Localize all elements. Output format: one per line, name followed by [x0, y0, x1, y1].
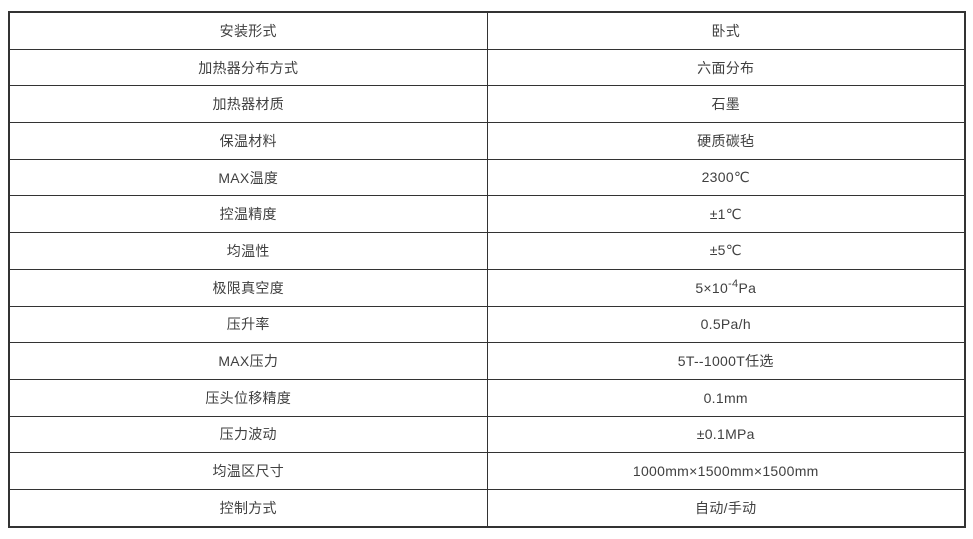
spec-label: 压力波动 [219, 426, 277, 443]
spec-value: 1000mm×1500mm×1500mm [632, 463, 819, 480]
spec-label-cell: 控制方式 [8, 488, 488, 528]
spec-value-cell: 0.1mm [486, 378, 966, 417]
spec-label: 安装形式 [219, 22, 277, 39]
table-row: 控温精度 ±1℃ [8, 195, 966, 234]
table-row: MAX压力 5T--1000T任选 [8, 342, 966, 380]
table-row: 压力波动 ±0.1MPa [8, 415, 966, 454]
spec-label-cell: 控温精度 [8, 195, 488, 234]
spec-value-cell: 石墨 [486, 85, 966, 124]
spec-label-cell: 压头位移精度 [8, 378, 488, 417]
spec-label: 保温材料 [219, 132, 277, 149]
spec-label: 加热器材质 [212, 96, 284, 113]
table-row: 均温区尺寸 1000mm×1500mm×1500mm [8, 452, 966, 490]
spec-label-cell: 均温性 [8, 232, 488, 270]
spec-value: 2300℃ [701, 169, 750, 186]
table-row: 极限真空度 5×10-4Pa [8, 268, 966, 307]
spec-value-cell: 5×10-4Pa [486, 268, 966, 307]
spec-value: ±0.1MPa [696, 426, 755, 443]
table-row: 加热器材质 石墨 [8, 85, 966, 124]
spec-value-cell: ±5℃ [486, 232, 966, 270]
spec-label-cell: 均温区尺寸 [8, 452, 488, 490]
spec-value: 卧式 [711, 22, 741, 39]
spec-value: 5×10-4Pa [695, 277, 757, 297]
spec-label-cell: MAX温度 [8, 158, 488, 197]
table-row: 压头位移精度 0.1mm [8, 378, 966, 417]
spec-label: 压头位移精度 [205, 389, 292, 406]
spec-value-cell: ±0.1MPa [486, 415, 966, 454]
spec-label-cell: 压升率 [8, 305, 488, 344]
value-unit: Pa [738, 280, 757, 297]
table-row: 控制方式 自动/手动 [8, 488, 966, 528]
spec-value-cell: 5T--1000T任选 [486, 342, 966, 380]
spec-value-cell: 1000mm×1500mm×1500mm [486, 452, 966, 490]
table-row: 安装形式 卧式 [8, 11, 966, 50]
spec-value: 石墨 [711, 96, 741, 113]
spec-value: 硬质碳毡 [697, 132, 755, 149]
spec-value: ±5℃ [709, 242, 742, 259]
spec-label: 极限真空度 [212, 279, 284, 296]
spec-label: 加热器分布方式 [198, 59, 299, 76]
superscript-exponent: -4 [728, 277, 739, 290]
spec-value-cell: 自动/手动 [486, 488, 966, 528]
spec-value: 六面分布 [697, 59, 755, 76]
spec-value-cell: 硬质碳毡 [486, 122, 966, 160]
table-row: 加热器分布方式 六面分布 [8, 48, 966, 87]
spec-value: 自动/手动 [695, 499, 757, 516]
spec-value-cell: 卧式 [486, 11, 966, 50]
spec-label-cell: 极限真空度 [8, 268, 488, 307]
spec-label: 控制方式 [219, 499, 277, 516]
spec-label-cell: MAX压力 [8, 342, 488, 380]
table-row: 均温性 ±5℃ [8, 232, 966, 270]
spec-label-cell: 加热器材质 [8, 85, 488, 124]
spec-value-cell: ±1℃ [486, 195, 966, 234]
value-base: 5×10 [695, 280, 729, 297]
spec-value-cell: 0.5Pa/h [486, 305, 966, 344]
spec-label: MAX压力 [218, 353, 279, 370]
table-row: 保温材料 硬质碳毡 [8, 122, 966, 160]
spec-label: 均温区尺寸 [212, 463, 284, 480]
spec-value: 5T--1000T任选 [677, 353, 774, 370]
spec-value: 0.5Pa/h [700, 316, 751, 333]
spec-value: ±1℃ [709, 205, 742, 222]
spec-label-cell: 压力波动 [8, 415, 488, 454]
spec-label-cell: 安装形式 [8, 11, 488, 50]
spec-label-cell: 保温材料 [8, 122, 488, 160]
spec-label: MAX温度 [218, 169, 279, 186]
spec-label: 压升率 [226, 316, 270, 333]
spec-label: 均温性 [226, 242, 270, 259]
spec-label-cell: 加热器分布方式 [8, 48, 488, 87]
table-row: 压升率 0.5Pa/h [8, 305, 966, 344]
spec-table: 安装形式 卧式 加热器分布方式 六面分布 加热器材质 石墨 保温材料 硬质碳毡 … [8, 11, 966, 528]
spec-label: 控温精度 [219, 206, 277, 223]
spec-value: 0.1mm [703, 389, 748, 406]
spec-value-cell: 六面分布 [486, 48, 966, 87]
table-row: MAX温度 2300℃ [8, 158, 966, 197]
spec-value-cell: 2300℃ [486, 158, 966, 197]
